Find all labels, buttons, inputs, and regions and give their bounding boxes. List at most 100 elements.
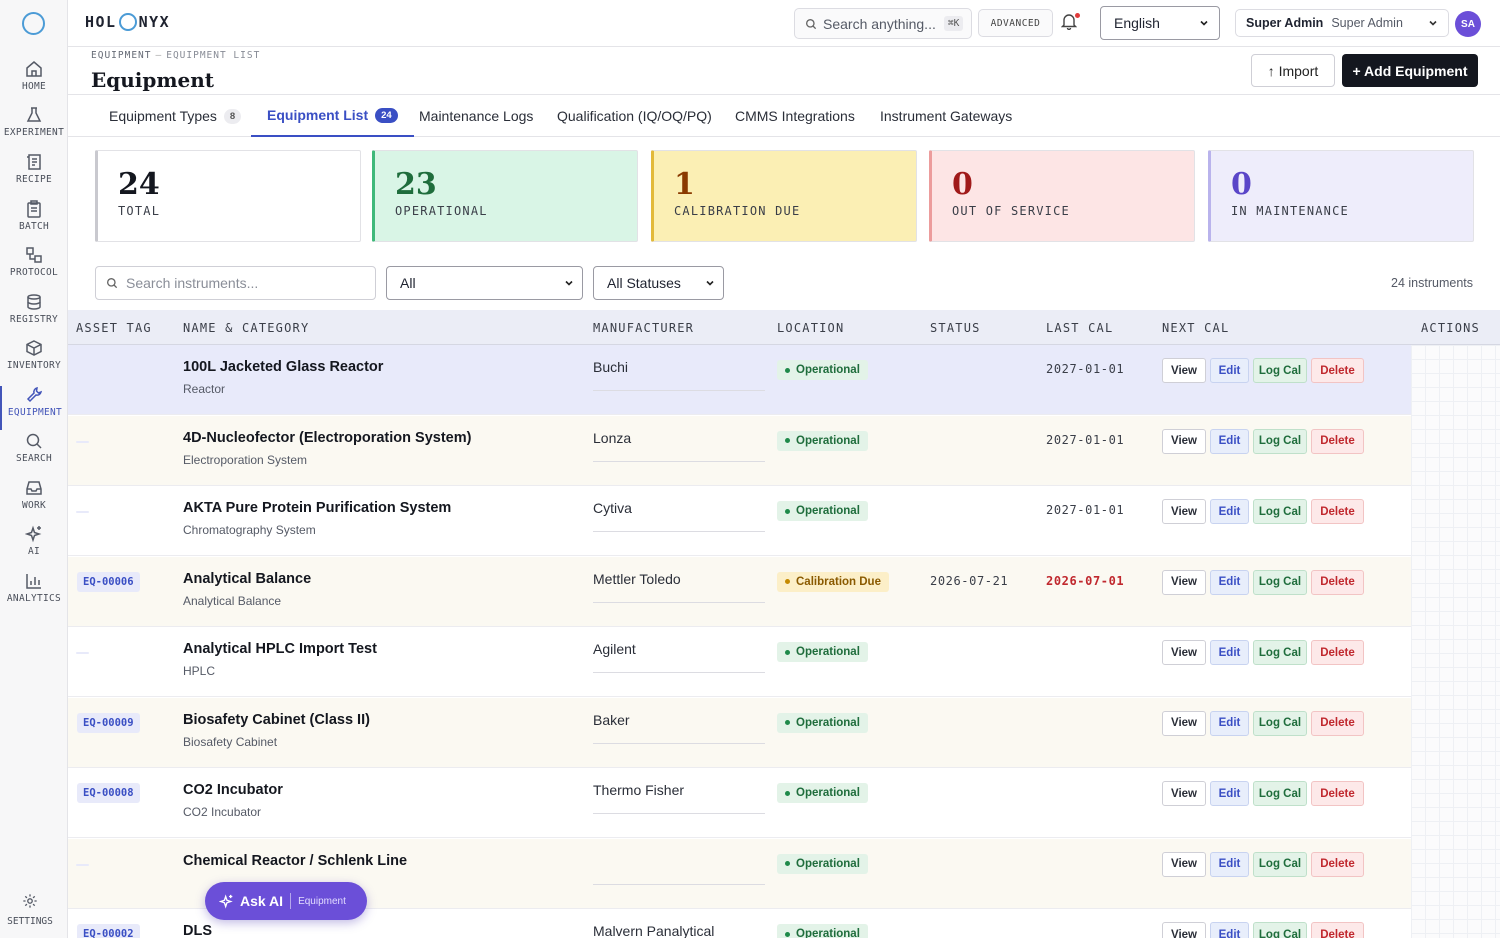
- stat-card-operational[interactable]: 23 OPERATIONAL: [372, 150, 638, 242]
- table-row[interactable]: Analytical HPLC Import Test HPLC Agilent Op…: [68, 627, 1411, 697]
- table-row[interactable]: 4D-Nucleofector (Electroporation System)…: [68, 415, 1411, 486]
- tab-equipment-list[interactable]: Equipment List 24: [251, 95, 414, 137]
- equipment-name[interactable]: 100L Jacketed Glass Reactor: [183, 359, 384, 375]
- delete-button[interactable]: Delete: [1311, 922, 1364, 938]
- view-button[interactable]: View: [1162, 710, 1206, 736]
- column-header[interactable]: STATUS: [930, 321, 981, 335]
- asset-tag[interactable]: EQ-00008: [77, 783, 140, 803]
- asset-tag[interactable]: EQ-00009: [77, 712, 140, 733]
- table-row[interactable]: EQ-00006 Analytical Balance Analytical Bal…: [68, 556, 1411, 627]
- sidebar-item-equipment[interactable]: EQUIPMENT: [0, 386, 68, 430]
- delete-button[interactable]: Delete: [1311, 640, 1364, 665]
- column-header[interactable]: LAST CAL: [1046, 321, 1114, 335]
- log-cal-button[interactable]: Log Cal: [1253, 851, 1307, 877]
- edit-button[interactable]: Edit: [1210, 428, 1249, 454]
- view-button[interactable]: View: [1162, 358, 1206, 383]
- column-header[interactable]: NAME & CATEGORY: [183, 321, 310, 335]
- column-header[interactable]: MANUFACTURER: [593, 321, 695, 335]
- sidebar-item-home[interactable]: HOME: [0, 60, 68, 104]
- edit-button[interactable]: Edit: [1210, 922, 1249, 938]
- sidebar-item-analytics[interactable]: ANALYTICS: [0, 572, 68, 616]
- equipment-name[interactable]: AKTA Pure Protein Purification System: [183, 500, 452, 516]
- avatar[interactable]: SA: [1455, 11, 1481, 37]
- table-row[interactable]: AKTA Pure Protein Purification System Chr…: [68, 486, 1411, 556]
- column-header[interactable]: ASSET TAG: [76, 321, 152, 335]
- edit-button[interactable]: Edit: [1210, 640, 1249, 665]
- sidebar-item-search[interactable]: SEARCH: [0, 432, 68, 476]
- log-cal-button[interactable]: Log Cal: [1253, 358, 1307, 383]
- sidebar-item-registry[interactable]: REGISTRY: [0, 293, 68, 337]
- sidebar-item-settings[interactable]: SETTINGS: [0, 893, 60, 927]
- tab-qualification[interactable]: Qualification (IQ/OQ/PQ): [557, 95, 712, 137]
- tab-cmms-integrations[interactable]: CMMS Integrations: [735, 95, 855, 137]
- view-button[interactable]: View: [1162, 428, 1206, 454]
- add-equipment-button[interactable]: + Add Equipment: [1342, 54, 1478, 87]
- view-button[interactable]: View: [1162, 922, 1206, 938]
- delete-button[interactable]: Delete: [1311, 781, 1364, 806]
- tab-instrument-gateways[interactable]: Instrument Gateways: [880, 95, 1012, 137]
- column-header[interactable]: LOCATION: [777, 321, 845, 335]
- asset-tag[interactable]: EQ-00006: [77, 571, 140, 592]
- edit-button[interactable]: Edit: [1210, 569, 1249, 595]
- tab-maintenance-logs[interactable]: Maintenance Logs: [419, 95, 533, 137]
- column-header[interactable]: NEXT CAL: [1162, 321, 1230, 335]
- log-cal-button[interactable]: Log Cal: [1253, 428, 1307, 454]
- sidebar-item-experiment[interactable]: EXPERIMENT: [0, 106, 68, 150]
- equipment-name[interactable]: 4D-Nucleofector (Electroporation System): [183, 429, 472, 446]
- log-cal-button[interactable]: Log Cal: [1253, 781, 1307, 806]
- sidebar-item-recipe[interactable]: RECIPE: [0, 153, 68, 197]
- user-select[interactable]: Super Admin Super Admin: [1235, 9, 1449, 37]
- edit-button[interactable]: Edit: [1210, 781, 1249, 806]
- stat-card-calibration-due[interactable]: 1 CALIBRATION DUE: [651, 150, 917, 242]
- view-button[interactable]: View: [1162, 640, 1206, 665]
- edit-button[interactable]: Edit: [1210, 358, 1249, 383]
- breadcrumb-item[interactable]: EQUIPMENT: [91, 50, 152, 61]
- stat-card-total[interactable]: 24 TOTAL: [95, 150, 361, 242]
- sidebar-item-batch[interactable]: BATCH: [0, 200, 68, 244]
- view-button[interactable]: View: [1162, 499, 1206, 524]
- advanced-search-button[interactable]: ADVANCED: [978, 9, 1053, 37]
- tab-equipment-types[interactable]: Equipment Types 8: [109, 95, 242, 137]
- table-row[interactable]: EQ-00008 CO2 Incubator CO2 Incubator Thermo…: [68, 768, 1411, 838]
- log-cal-button[interactable]: Log Cal: [1253, 569, 1307, 595]
- sidebar-item-work[interactable]: WORK: [0, 479, 68, 523]
- instrument-search-input[interactable]: Search instruments...: [95, 266, 376, 300]
- global-search[interactable]: Search anything... ⌘K: [794, 8, 972, 39]
- language-select[interactable]: English: [1100, 6, 1220, 40]
- delete-button[interactable]: Delete: [1311, 499, 1364, 524]
- edit-button[interactable]: Edit: [1210, 499, 1249, 524]
- delete-button[interactable]: Delete: [1311, 710, 1364, 736]
- equipment-name[interactable]: Biosafety Cabinet (Class II): [183, 711, 370, 728]
- log-cal-button[interactable]: Log Cal: [1253, 710, 1307, 736]
- view-button[interactable]: View: [1162, 781, 1206, 806]
- sidebar-item-inventory[interactable]: INVENTORY: [0, 339, 68, 383]
- table-row[interactable]: EQ-00009 Biosafety Cabinet (Class II) Bios…: [68, 697, 1411, 768]
- import-button[interactable]: ↑ Import: [1251, 54, 1335, 87]
- notifications-button[interactable]: [1060, 12, 1081, 34]
- type-filter-select[interactable]: All: [386, 266, 583, 300]
- view-button[interactable]: View: [1162, 569, 1206, 595]
- edit-button[interactable]: Edit: [1210, 851, 1249, 877]
- log-cal-button[interactable]: Log Cal: [1253, 922, 1307, 938]
- delete-button[interactable]: Delete: [1311, 851, 1364, 877]
- edit-button[interactable]: Edit: [1210, 710, 1249, 736]
- logo-icon[interactable]: [22, 12, 45, 35]
- stat-card-in-maintenance[interactable]: 0 IN MAINTENANCE: [1208, 150, 1474, 242]
- sidebar-item-protocol[interactable]: PROTOCOL: [0, 246, 68, 290]
- brand-logo[interactable]: HOL NYX: [85, 13, 170, 31]
- delete-button[interactable]: Delete: [1311, 569, 1364, 595]
- table-row[interactable]: 100L Jacketed Glass Reactor Reactor Buchi O…: [68, 345, 1411, 415]
- equipment-name[interactable]: CO2 Incubator: [183, 782, 283, 798]
- delete-button[interactable]: Delete: [1311, 428, 1364, 454]
- asset-tag[interactable]: EQ-00002: [77, 924, 140, 938]
- view-button[interactable]: View: [1162, 851, 1206, 877]
- equipment-name[interactable]: Chemical Reactor / Schlenk Line: [183, 852, 408, 869]
- equipment-name[interactable]: DLS: [183, 923, 212, 938]
- stat-card-out-of-service[interactable]: 0 OUT OF SERVICE: [929, 150, 1195, 242]
- log-cal-button[interactable]: Log Cal: [1253, 499, 1307, 524]
- equipment-name[interactable]: Analytical Balance: [183, 570, 312, 587]
- ask-ai-button[interactable]: Ask AI Equipment: [205, 882, 367, 920]
- status-filter-select[interactable]: All Statuses: [593, 266, 724, 300]
- equipment-name[interactable]: Analytical HPLC Import Test: [183, 641, 377, 657]
- sidebar-item-ai[interactable]: AI: [0, 525, 68, 569]
